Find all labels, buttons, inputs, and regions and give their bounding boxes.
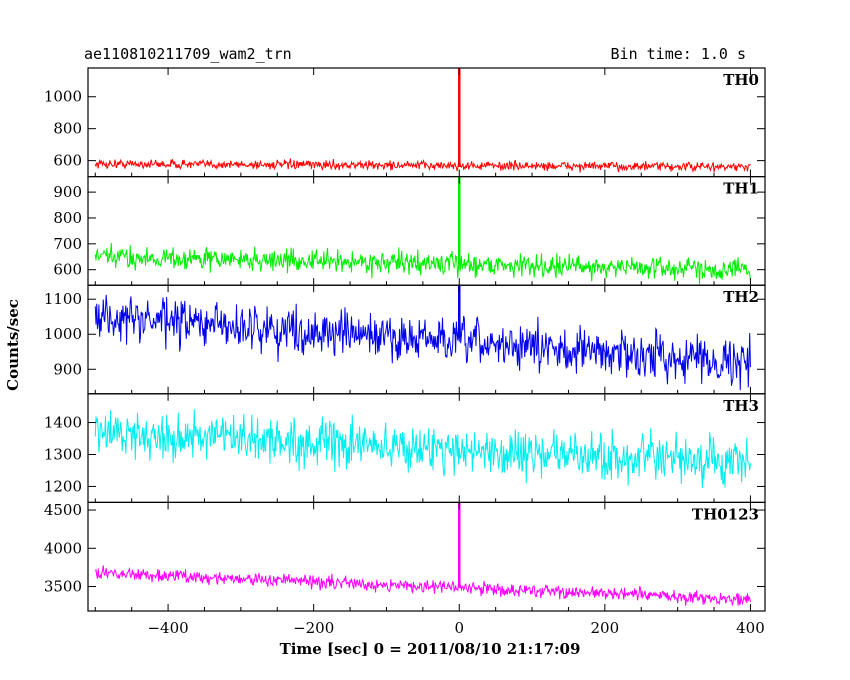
panel-label-th0123: TH0123	[692, 505, 759, 523]
series-line-th2	[94, 294, 751, 391]
x-tick-label: 0	[454, 619, 464, 637]
y-tick-label-th0123: 4000	[44, 539, 82, 557]
x-axis-label: Time [sec] 0 = 2011/08/10 21:17:09	[280, 640, 581, 658]
y-tick-label-th0123: 4500	[44, 501, 82, 519]
y-tick-label-th3: 1300	[44, 445, 82, 463]
panel-label-th0: TH0	[723, 71, 759, 89]
x-tick-label: 200	[591, 619, 620, 637]
y-tick-label-th0: 800	[53, 120, 82, 138]
x-tick-label: −400	[147, 619, 188, 637]
y-tick-label-th1: 800	[53, 209, 82, 227]
y-tick-label-th2: 900	[53, 360, 82, 378]
panel-label-th3: TH3	[723, 397, 759, 415]
y-tick-label-th2: 1000	[44, 325, 82, 343]
y-tick-label-th0: 600	[53, 152, 82, 170]
y-tick-label-th3: 1400	[44, 414, 82, 432]
y-tick-label-th0123: 3500	[44, 578, 82, 596]
y-tick-label-th2: 1100	[44, 290, 82, 308]
series-line-th0123	[94, 565, 751, 607]
series-line-th1	[94, 242, 751, 285]
chart-title: ae110810211709_wam2_trn	[84, 45, 292, 63]
panel-frame-th0	[87, 67, 766, 178]
bin-time-label: Bin time: 1.0 s	[610, 45, 746, 63]
series-line-th3	[94, 409, 751, 489]
y-tick-label-th1: 700	[53, 235, 82, 253]
y-tick-label-th0: 1000	[44, 88, 82, 106]
series-line-th0	[94, 158, 751, 174]
panel-label-th1: TH1	[723, 180, 759, 198]
y-axis-label: Counts/sec	[4, 299, 22, 391]
panel-frame-th2	[87, 284, 766, 395]
y-tick-label-th1: 600	[53, 261, 82, 279]
y-tick-label-th3: 1200	[44, 477, 82, 495]
x-tick-label: −200	[293, 619, 334, 637]
panel-frame-th0123	[87, 501, 766, 612]
y-tick-label-th1: 900	[53, 183, 82, 201]
panel-label-th2: TH2	[723, 288, 759, 306]
x-tick-label: 400	[736, 619, 765, 637]
